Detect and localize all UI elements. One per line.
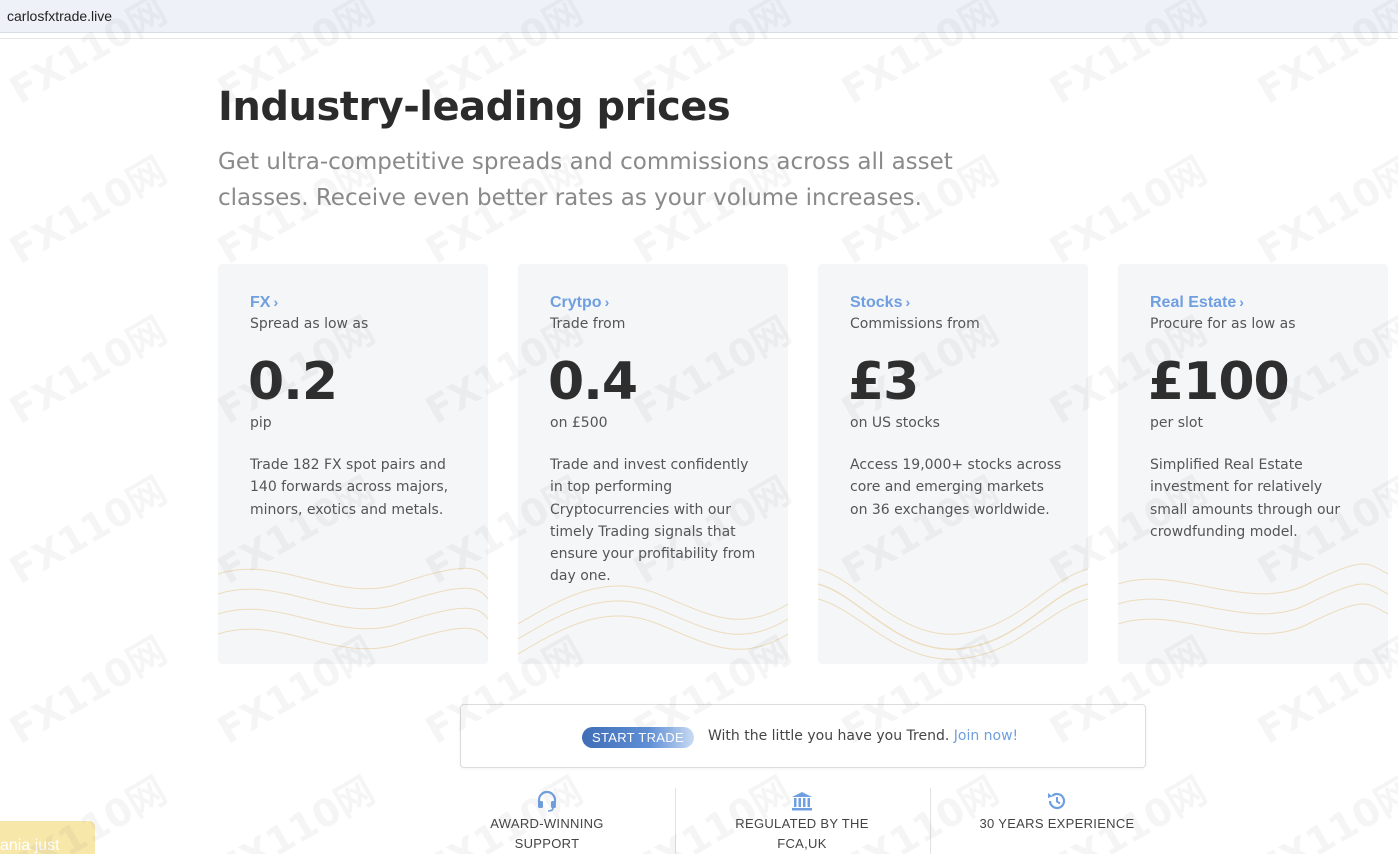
cta-message: With the little you have you Trend. Join… [708,728,1018,744]
card-description: Simplified Real Estate investment for re… [1150,457,1341,540]
page-title: Industry-leading prices [218,84,731,130]
watermark: FX110网 [2,148,174,273]
card-description: Access 19,000+ stocks across core and em… [850,457,1062,518]
watermark: FX110网 [1250,768,1398,854]
start-trade-banner: START TRADE With the little you have you… [460,704,1146,768]
wave-decoration [1118,563,1388,635]
chevron-right-icon: › [273,294,279,310]
category-label: FX [250,294,271,311]
feature-line1: 30 YEARS EXPERIENCE [979,816,1135,831]
card-value: 0.4 [548,352,638,412]
card-unit: on £500 [550,415,608,431]
browser-url-bar[interactable]: carlosfxtrade.live [0,0,1398,33]
card-unit: per slot [1150,415,1203,431]
feature-regulated: REGULATED BY THE FCA,UK [712,786,892,854]
category-label: Stocks [850,294,903,311]
card-category-link[interactable]: Stocks › [850,294,910,312]
chevron-right-icon: › [1239,294,1244,310]
category-label: Real Estate [1150,294,1237,311]
activity-toast[interactable]: ania just [0,821,95,854]
watermark: FX110网 [1042,148,1214,273]
watermark: FX110网 [2,308,174,433]
url-text: carlosfxtrade.live [7,8,113,24]
toast-text: ania just [0,837,60,854]
divider [930,788,931,854]
watermark: FX110网 [210,768,382,854]
watermark: FX110网 [2,628,174,753]
feature-support: AWARD-WINNING SUPPORT [467,786,627,854]
card-unit: pip [250,415,272,431]
wave-decoration [218,567,488,650]
card-lead: Commissions from [850,316,980,332]
bank-icon [792,792,812,811]
card-lead: Trade from [550,316,626,332]
pricing-card-crypto: Crytpo › Trade from 0.4 on £500 Trade and… [518,264,788,664]
feature-line2: FCA,UK [777,836,827,851]
card-value: 0.2 [248,352,338,412]
history-icon [1048,792,1066,810]
card-description: Trade and invest confidently in top perf… [550,457,756,585]
divider [675,788,676,854]
feature-experience: 30 YEARS EXPERIENCE [962,786,1152,854]
card-category-link[interactable]: Real Estate › [1150,294,1244,312]
card-unit: on US stocks [850,415,940,431]
feature-line1: AWARD-WINNING [490,816,604,831]
card-value: £3 [848,352,919,412]
cta-text: With the little you have you Trend. [708,728,950,744]
start-trade-button[interactable]: START TRADE [582,727,694,748]
card-category-link[interactable]: Crytpo › [550,294,609,312]
category-label: Crytpo [550,294,602,311]
wave-decoration [518,585,788,655]
chevron-right-icon: › [905,294,911,310]
feature-line1: REGULATED BY THE [735,816,869,831]
card-lead: Procure for as low as [1150,316,1296,332]
watermark: FX110网 [1250,148,1398,273]
card-lead: Spread as low as [250,316,369,332]
divider [0,38,1398,39]
join-now-link[interactable]: Join now! [953,728,1019,744]
page-subtitle: Get ultra-competitive spreads and commis… [218,149,953,211]
wave-decoration [818,568,1088,660]
feature-line2: SUPPORT [514,836,580,851]
card-value: £100 [1148,352,1290,412]
card-description: Trade 182 FX spot pairs and 140 forwards… [250,457,449,518]
pricing-card-fx: FX › Spread as low as 0.2 pip Trade 182 F… [218,264,488,664]
watermark: FX110网 [2,468,174,593]
pricing-card-stocks: Stocks › Commissions from £3 on US stocks… [818,264,1088,664]
headset-icon [537,790,557,812]
pricing-card-real-estate: Real Estate › Procure for as low as £100 … [1118,264,1388,664]
card-category-link[interactable]: FX › [250,294,278,312]
chevron-right-icon: › [604,294,610,310]
